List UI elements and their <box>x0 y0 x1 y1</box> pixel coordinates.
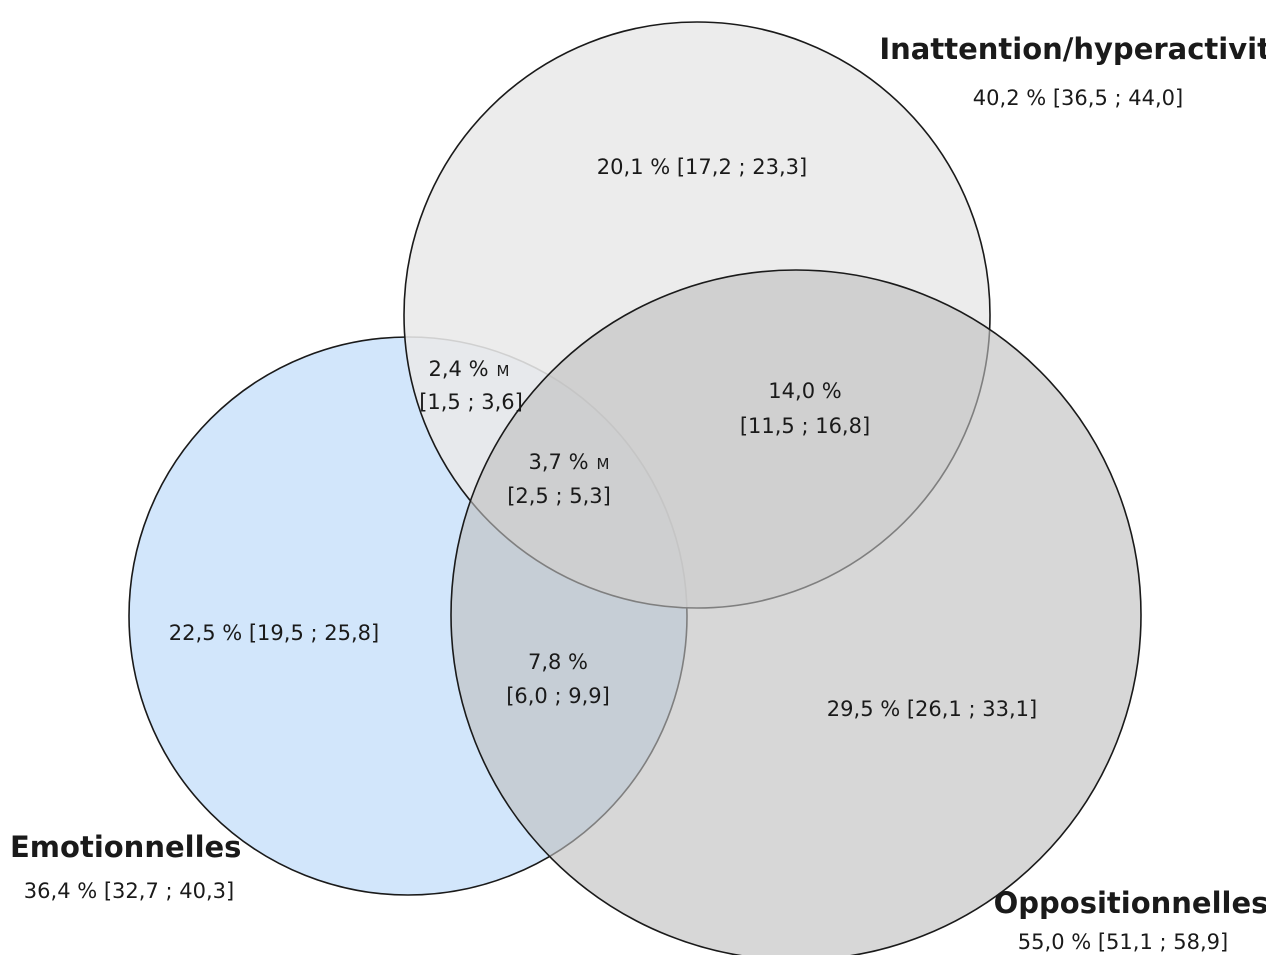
set-name-oppositionnelles: Oppositionnelles <box>994 886 1266 920</box>
set-value-emotionnelles: 36,4 % [32,7 ; 40,3] <box>24 879 234 903</box>
region-emo-opp-ci: [6,0 ; 9,9] <box>506 684 610 708</box>
region-emotionnelles-only: 22,5 % [19,5 ; 25,8] <box>169 621 379 645</box>
set-value-inattention: 40,2 % [36,5 ; 44,0] <box>973 86 1183 110</box>
region-all-three-ci: [2,5 ; 5,3] <box>507 484 611 508</box>
region-inattention-only: 20,1 % [17,2 ; 23,3] <box>597 155 807 179</box>
set-name-inattention: Inattention/hyperactivité <box>879 32 1266 66</box>
region-emo-opp-pct: 7,8 % <box>528 650 588 674</box>
region-emo-inatt-pct: 2,4 % M <box>429 357 510 381</box>
region-inatt-opp-pct: 14,0 % <box>768 379 841 403</box>
region-emo-inatt-ci: [1,5 ; 3,6] <box>419 390 523 414</box>
set-name-emotionnelles: Emotionnelles <box>10 830 241 864</box>
circle-oppositionnelles <box>450 269 1142 955</box>
region-inatt-opp-ci: [11,5 ; 16,8] <box>740 414 870 438</box>
region-oppositionnelles-only: 29,5 % [26,1 ; 33,1] <box>827 697 1037 721</box>
set-value-oppositionnelles: 55,0 % [51,1 ; 58,9] <box>1018 930 1228 954</box>
region-all-three-pct: 3,7 % M <box>529 450 610 474</box>
